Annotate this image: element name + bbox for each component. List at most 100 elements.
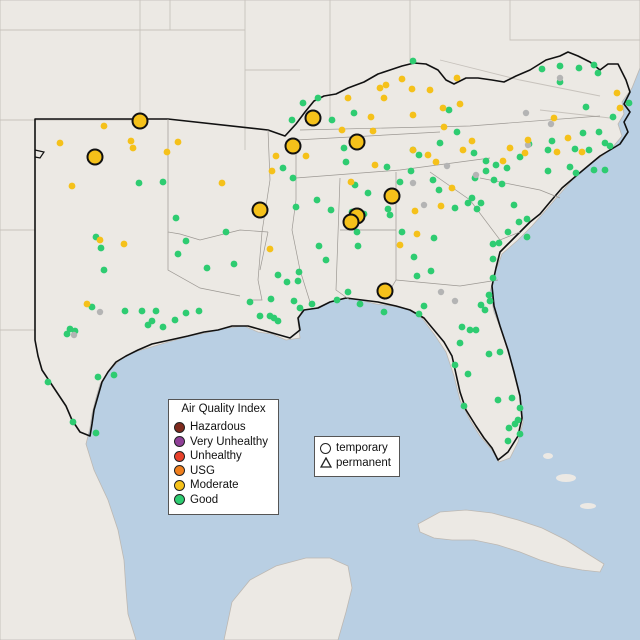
good-monitor-dot[interactable]: [579, 129, 587, 137]
good-monitor-dot[interactable]: [490, 176, 498, 184]
good-monitor-dot[interactable]: [327, 206, 335, 214]
moderate-monitor-dot[interactable]: [437, 202, 445, 210]
good-monitor-dot[interactable]: [97, 244, 105, 252]
good-monitor-dot[interactable]: [515, 218, 523, 226]
moderate-monitor-dot[interactable]: [553, 148, 561, 156]
moderate-monitor-dot[interactable]: [411, 207, 419, 215]
good-monitor-dot[interactable]: [606, 142, 614, 150]
moderate-monitor-dot[interactable]: [338, 126, 346, 134]
moderate-temporary-monitor-marker[interactable]: [383, 187, 401, 205]
good-monitor-dot[interactable]: [481, 306, 489, 314]
moderate-monitor-dot[interactable]: [413, 230, 421, 238]
moderate-temporary-monitor-marker[interactable]: [131, 112, 149, 130]
good-monitor-dot[interactable]: [315, 242, 323, 250]
good-monitor-dot[interactable]: [384, 205, 392, 213]
moderate-monitor-dot[interactable]: [424, 151, 432, 159]
moderate-monitor-dot[interactable]: [408, 85, 416, 93]
good-monitor-dot[interactable]: [121, 307, 129, 315]
good-monitor-dot[interactable]: [451, 204, 459, 212]
good-monitor-dot[interactable]: [159, 178, 167, 186]
moderate-monitor-dot[interactable]: [456, 100, 464, 108]
good-monitor-dot[interactable]: [328, 116, 336, 124]
good-monitor-dot[interactable]: [594, 69, 602, 77]
good-monitor-dot[interactable]: [296, 304, 304, 312]
good-monitor-dot[interactable]: [322, 256, 330, 264]
good-monitor-dot[interactable]: [350, 109, 358, 117]
moderate-monitor-dot[interactable]: [564, 134, 572, 142]
good-monitor-dot[interactable]: [289, 174, 297, 182]
good-monitor-dot[interactable]: [44, 378, 52, 386]
moderate-monitor-dot[interactable]: [344, 94, 352, 102]
moderate-monitor-dot[interactable]: [83, 300, 91, 308]
good-monitor-dot[interactable]: [274, 317, 282, 325]
moderate-monitor-dot[interactable]: [550, 114, 558, 122]
good-monitor-dot[interactable]: [159, 323, 167, 331]
moderate-monitor-dot[interactable]: [347, 178, 355, 186]
good-monitor-dot[interactable]: [451, 361, 459, 369]
good-monitor-dot[interactable]: [571, 145, 579, 153]
moderate-monitor-dot[interactable]: [409, 111, 417, 119]
good-monitor-dot[interactable]: [510, 201, 518, 209]
moderate-monitor-dot[interactable]: [376, 84, 384, 92]
good-monitor-dot[interactable]: [508, 394, 516, 402]
good-monitor-dot[interactable]: [138, 307, 146, 315]
moderate-monitor-dot[interactable]: [439, 104, 447, 112]
good-monitor-dot[interactable]: [274, 271, 282, 279]
no-data-monitor-dot[interactable]: [522, 109, 530, 117]
good-monitor-dot[interactable]: [470, 149, 478, 157]
good-monitor-dot[interactable]: [430, 234, 438, 242]
good-monitor-dot[interactable]: [544, 146, 552, 154]
good-monitor-dot[interactable]: [415, 151, 423, 159]
moderate-monitor-dot[interactable]: [468, 137, 476, 145]
good-monitor-dot[interactable]: [420, 302, 428, 310]
good-monitor-dot[interactable]: [489, 255, 497, 263]
good-monitor-dot[interactable]: [294, 277, 302, 285]
good-monitor-dot[interactable]: [413, 272, 421, 280]
good-monitor-dot[interactable]: [477, 199, 485, 207]
good-monitor-dot[interactable]: [230, 260, 238, 268]
good-monitor-dot[interactable]: [94, 373, 102, 381]
good-monitor-dot[interactable]: [283, 278, 291, 286]
moderate-monitor-dot[interactable]: [396, 241, 404, 249]
good-monitor-dot[interactable]: [308, 300, 316, 308]
good-monitor-dot[interactable]: [92, 429, 100, 437]
moderate-monitor-dot[interactable]: [96, 236, 104, 244]
no-data-monitor-dot[interactable]: [547, 120, 555, 128]
moderate-monitor-dot[interactable]: [367, 113, 375, 121]
good-monitor-dot[interactable]: [472, 326, 480, 334]
good-monitor-dot[interactable]: [246, 298, 254, 306]
good-monitor-dot[interactable]: [575, 64, 583, 72]
moderate-monitor-dot[interactable]: [266, 245, 274, 253]
good-monitor-dot[interactable]: [288, 116, 296, 124]
good-monitor-dot[interactable]: [313, 196, 321, 204]
moderate-monitor-dot[interactable]: [616, 104, 624, 112]
good-monitor-dot[interactable]: [544, 167, 552, 175]
good-monitor-dot[interactable]: [548, 137, 556, 145]
good-monitor-dot[interactable]: [464, 370, 472, 378]
good-monitor-dot[interactable]: [516, 153, 524, 161]
good-monitor-dot[interactable]: [503, 164, 511, 172]
moderate-monitor-dot[interactable]: [524, 136, 532, 144]
good-monitor-dot[interactable]: [585, 146, 593, 154]
good-monitor-dot[interactable]: [492, 161, 500, 169]
good-monitor-dot[interactable]: [601, 139, 609, 147]
moderate-monitor-dot[interactable]: [380, 94, 388, 102]
good-monitor-dot[interactable]: [523, 215, 531, 223]
moderate-temporary-monitor-marker[interactable]: [284, 137, 302, 155]
good-monitor-dot[interactable]: [477, 301, 485, 309]
good-monitor-dot[interactable]: [386, 211, 394, 219]
no-data-monitor-dot[interactable]: [556, 74, 564, 82]
good-monitor-dot[interactable]: [572, 169, 580, 177]
good-monitor-dot[interactable]: [504, 228, 512, 236]
good-monitor-dot[interactable]: [473, 205, 481, 213]
good-monitor-dot[interactable]: [333, 296, 341, 304]
good-monitor-dot[interactable]: [135, 179, 143, 187]
good-monitor-dot[interactable]: [595, 128, 603, 136]
good-monitor-dot[interactable]: [380, 308, 388, 316]
good-monitor-dot[interactable]: [340, 144, 348, 152]
moderate-monitor-dot[interactable]: [426, 86, 434, 94]
good-monitor-dot[interactable]: [516, 404, 524, 412]
good-monitor-dot[interactable]: [88, 303, 96, 311]
good-monitor-dot[interactable]: [468, 194, 476, 202]
good-monitor-dot[interactable]: [436, 139, 444, 147]
